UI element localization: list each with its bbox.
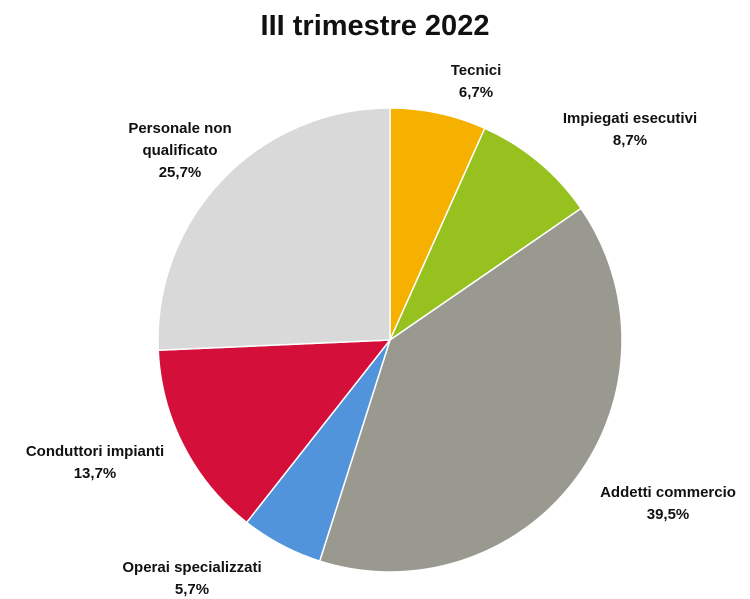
pie-slice	[318, 207, 623, 573]
value-label: 5,7%	[174, 581, 210, 598]
category-label: Personale non qualificato	[128, 120, 232, 159]
pie-slice	[157, 339, 392, 524]
category-label: Impiegati esecutivi	[562, 110, 698, 127]
value-label: 13,7%	[73, 465, 117, 482]
pie-slice	[157, 107, 391, 351]
slice-label: Conduttori impianti 13,7%	[26, 441, 164, 485]
category-label: Operai specializzati	[122, 559, 262, 576]
slice-label: Operai specializzati 5,7%	[122, 557, 261, 599]
slice-label: Addetti commercio 39,5%	[600, 482, 736, 526]
value-label: 39,5%	[646, 506, 690, 523]
value-label: 6,7%	[458, 84, 494, 101]
category-label: Tecnici	[450, 62, 502, 79]
slice-label: Personale non qualificato 25,7%	[100, 118, 260, 184]
value-label: 8,7%	[612, 132, 648, 149]
category-label: Conduttori impianti	[25, 443, 165, 460]
chart-title: III trimestre 2022	[260, 10, 490, 42]
category-label: Addetti commercio	[600, 484, 736, 501]
value-label: 25,7%	[158, 164, 202, 181]
pie-slice	[388, 127, 583, 343]
slice-label: Impiegati esecutivi 8,7%	[563, 108, 697, 152]
slice-label: Tecnici 6,7%	[451, 60, 502, 104]
